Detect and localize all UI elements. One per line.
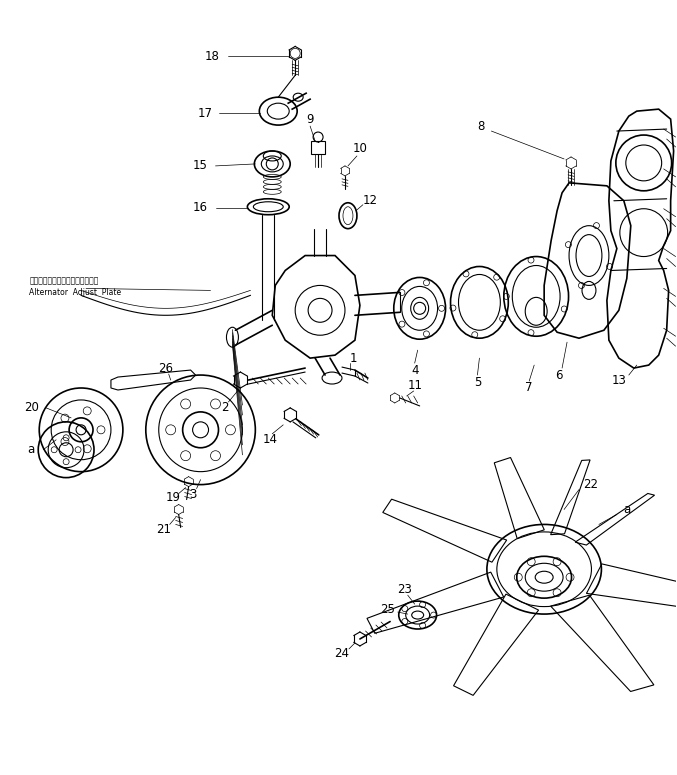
- Text: 18: 18: [205, 50, 220, 63]
- Text: 26: 26: [158, 362, 173, 374]
- Text: 8: 8: [478, 119, 485, 133]
- Text: Alternator  Adjust  Plate: Alternator Adjust Plate: [29, 288, 121, 297]
- Text: 24: 24: [334, 647, 349, 660]
- Text: 20: 20: [24, 401, 39, 415]
- Text: 12: 12: [362, 195, 377, 207]
- Text: 21: 21: [156, 523, 171, 536]
- Text: 2: 2: [221, 401, 228, 415]
- Text: 1: 1: [349, 352, 357, 364]
- Text: 17: 17: [198, 107, 213, 119]
- Text: 11: 11: [407, 378, 422, 391]
- Text: a: a: [28, 443, 35, 456]
- Text: 23: 23: [397, 583, 412, 596]
- Text: 19: 19: [165, 491, 180, 504]
- Text: 16: 16: [193, 202, 208, 214]
- Text: a: a: [624, 503, 630, 516]
- Text: オルタネータアジャストプレート: オルタネータアジャストプレート: [29, 276, 99, 285]
- Text: 4: 4: [411, 363, 418, 377]
- Text: 13: 13: [611, 374, 626, 387]
- Text: 10: 10: [353, 143, 368, 156]
- Text: 9: 9: [307, 112, 314, 126]
- Text: 25: 25: [380, 603, 395, 615]
- Text: 7: 7: [525, 381, 533, 394]
- Text: 3: 3: [189, 488, 196, 501]
- Text: 6: 6: [555, 369, 563, 381]
- Text: 15: 15: [193, 160, 208, 172]
- Text: 5: 5: [474, 376, 481, 388]
- Text: 14: 14: [263, 433, 278, 446]
- Text: 22: 22: [584, 478, 598, 491]
